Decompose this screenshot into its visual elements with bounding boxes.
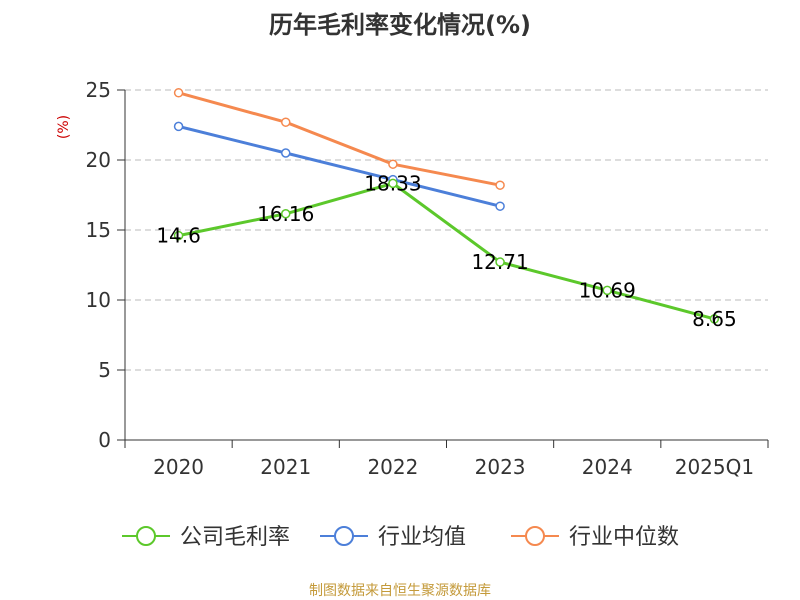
- data-label: 16.16: [257, 202, 314, 226]
- y-tick-label: 20: [86, 148, 111, 172]
- data-point[interactable]: [173, 121, 184, 132]
- data-point[interactable]: [173, 230, 184, 241]
- series-group: [173, 88, 720, 324]
- data-point[interactable]: [495, 201, 505, 211]
- legend-marker[interactable]: [525, 526, 545, 546]
- data-point[interactable]: [495, 180, 505, 190]
- y-tick-label: 10: [86, 288, 111, 312]
- data-label: 10.69: [579, 278, 636, 302]
- data-label: 8.65: [692, 307, 737, 331]
- data-label: 14.6: [156, 224, 201, 248]
- y-tick-label: 25: [86, 78, 111, 102]
- grid-lines: [125, 89, 768, 371]
- y-tick-label: 5: [98, 358, 111, 382]
- x-tick-label: 2021: [260, 455, 311, 479]
- data-label: 12.71: [471, 250, 528, 274]
- x-tick-label: 2025Q1: [675, 455, 754, 479]
- data-labels: 14.6 16.16 18.33 12.71 10.69 8.65: [156, 171, 736, 331]
- y-tick-label: 15: [86, 218, 111, 242]
- axes: 0 5 10 15 20 25 2020 2021 2022 2023 2024 2025Q1: [86, 78, 769, 479]
- legend-label[interactable]: 行业中位数: [569, 525, 679, 550]
- legend-marker[interactable]: [334, 526, 354, 546]
- data-point[interactable]: [709, 314, 720, 324]
- data-point[interactable]: [281, 148, 291, 158]
- x-tick-label: 2020: [153, 455, 204, 479]
- data-point[interactable]: [495, 257, 505, 267]
- legend-label[interactable]: 公司毛利率: [180, 525, 290, 550]
- data-point[interactable]: [388, 159, 398, 169]
- data-point[interactable]: [388, 178, 398, 189]
- legend-label[interactable]: 行业均值: [378, 525, 466, 550]
- data-label: 18.33: [364, 171, 421, 195]
- legend[interactable]: 公司毛利率 行业均值 行业中位数: [122, 525, 679, 550]
- data-point[interactable]: [281, 209, 291, 219]
- series-line: [178, 124, 501, 208]
- x-tick-label: 2024: [582, 455, 633, 479]
- source-note: 制图数据来自恒生聚源数据库: [309, 583, 491, 599]
- x-tick-label: 2023: [475, 455, 526, 479]
- data-point[interactable]: [602, 285, 612, 296]
- x-tick-label: 2022: [367, 455, 418, 479]
- series-line: [178, 91, 501, 187]
- chart-title: 历年毛利率变化情况(%): [269, 11, 531, 39]
- series-line: [178, 181, 715, 321]
- data-point[interactable]: [281, 117, 291, 127]
- y-tick-label: 0: [98, 428, 111, 452]
- y-axis-label: (%): [56, 115, 72, 139]
- data-point[interactable]: [173, 88, 184, 98]
- legend-marker[interactable]: [136, 526, 156, 546]
